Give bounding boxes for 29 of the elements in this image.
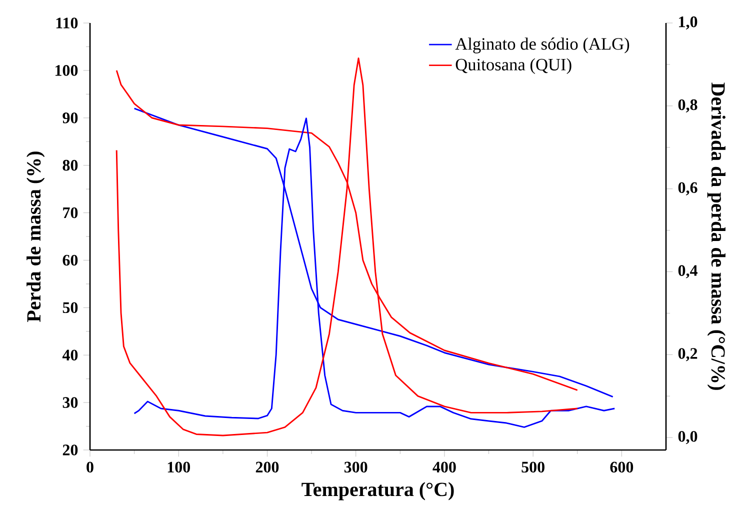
y2-tick-label: 1,0 [679, 16, 698, 30]
y-tick-label: 30 [62, 397, 78, 408]
x-tick-label: 400 [432, 462, 456, 473]
x-tick-label: 300 [344, 462, 368, 473]
x-tick-label: 0 [86, 462, 94, 473]
x-tick-label: 100 [168, 462, 190, 473]
y2-tick-label: 0,4 [678, 265, 698, 278]
y2-tick-label: 0,6 [678, 182, 698, 196]
y-tick-label: 100 [56, 65, 78, 76]
y-tick-label: 40 [62, 350, 78, 360]
legend-label: Alginato de sódio (ALG) [455, 38, 630, 54]
x-tick-label: 200 [256, 462, 279, 473]
y-tick-label: 90 [62, 112, 78, 124]
y2-tick-label: 0,8 [678, 99, 698, 112]
x-tick-label: 500 [522, 462, 544, 473]
x-tick-label: 600 [610, 462, 634, 473]
y-tick-label: 20 [62, 444, 78, 456]
legend-label: Quitosana (QUI) [456, 58, 572, 74]
y-tick-label: 70 [63, 207, 78, 218]
y-tick-label: 60 [62, 254, 78, 266]
y2-axis-title: Derivada da perda de massa (°C/%) [707, 82, 726, 390]
line-series [116, 57, 578, 436]
x-axis-title: Temperatura (°C) [302, 482, 454, 500]
y2-tick-label: 0,0 [678, 430, 698, 444]
y2-tick-label: 0,2 [678, 348, 698, 362]
y-axis-title: Perda de massa (%) [26, 152, 45, 322]
y-tick-label: 110 [56, 18, 78, 28]
y-tick-label: 50 [62, 302, 78, 314]
y-tick-label: 80 [62, 160, 78, 171]
